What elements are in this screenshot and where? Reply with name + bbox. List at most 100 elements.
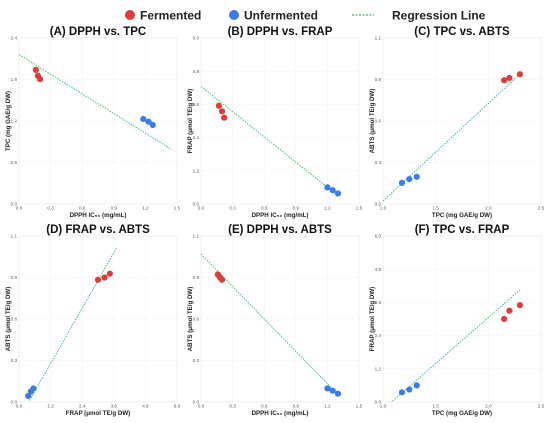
point-unfermented xyxy=(149,121,156,129)
y-tick-label: 0.6 xyxy=(375,119,382,124)
x-tick-label: 0.3 xyxy=(47,206,54,211)
x-tick-label: 1.5 xyxy=(174,206,181,211)
y-axis-label: ABTS (μmol TE/g DW) xyxy=(5,287,12,352)
point-unfermented xyxy=(324,385,331,392)
panel-e: (E) DPPH vs. ABTS 0.0 0.3 0.6 0.9 1.2 1.5 0.0 0.… xyxy=(187,224,363,417)
point-fermented xyxy=(516,302,524,309)
point-fermented xyxy=(94,276,102,283)
x-tick-label: 0.0 xyxy=(16,404,23,409)
x-tick-label: 1.5 xyxy=(356,404,363,409)
legend-unfermented-label: Unfermented xyxy=(244,9,318,23)
point-fermented xyxy=(218,276,226,283)
point-unfermented xyxy=(25,392,32,400)
regression-line xyxy=(383,73,521,202)
y-tick-label: 1.2 xyxy=(375,366,382,371)
y-tick-label: 0.3 xyxy=(11,358,18,363)
y-tick-label: 1.2 xyxy=(11,119,18,124)
point-unfermented xyxy=(145,118,152,125)
x-tick-label: 0.0 xyxy=(198,404,205,409)
panels: (A) DPPH vs. TPC 0.0 0.3 0.6 0.9 1.2 1.5 0.0 0.6… xyxy=(5,26,545,417)
x-tick-label: 1.5 xyxy=(432,404,439,409)
legend-unfermented-marker xyxy=(229,10,239,20)
y-tick-label: 4.8 xyxy=(193,69,200,74)
x-tick-label: 0.9 xyxy=(293,206,300,211)
point-unfermented xyxy=(329,387,336,394)
point-unfermented xyxy=(413,382,420,389)
x-tick-label: 1.2 xyxy=(324,206,331,211)
point-fermented xyxy=(32,66,39,73)
point-fermented xyxy=(221,114,228,121)
y-tick-label: 0.3 xyxy=(375,160,382,165)
point-fermented xyxy=(106,270,113,277)
x-axis-label: DPPH IC₅₀ (mg/mL) xyxy=(252,212,309,219)
x-tick-label: 4.8 xyxy=(142,404,149,409)
x-tick-label: 1.2 xyxy=(324,404,331,409)
y-tick-label: 1.2 xyxy=(193,168,200,173)
point-unfermented xyxy=(334,190,342,197)
y-tick-label: 3.6 xyxy=(375,300,382,305)
y-tick-label: 0.6 xyxy=(193,317,200,322)
y-axis-label: TPC (mg GAE/g DW) xyxy=(5,91,12,151)
point-unfermented xyxy=(398,179,406,186)
panel-title: (D) FRAP vs. ABTS xyxy=(46,224,150,236)
point-fermented xyxy=(501,77,508,84)
point-unfermented xyxy=(30,385,37,392)
x-tick-label: 0.0 xyxy=(16,206,23,211)
y-tick-label: 1.1 xyxy=(375,36,382,41)
point-unfermented xyxy=(413,173,420,180)
panel-title: (C) TPC vs. ABTS xyxy=(414,26,510,38)
x-tick-label: 1.5 xyxy=(432,206,439,211)
point-fermented xyxy=(501,315,508,323)
y-tick-label: 2.4 xyxy=(193,135,200,140)
x-tick-label: 6.0 xyxy=(174,404,181,409)
x-tick-label: 1.0 xyxy=(380,206,387,211)
panel-title: (E) DPPH vs. ABTS xyxy=(228,224,332,236)
x-tick-label: 2.4 xyxy=(79,404,86,409)
y-tick-label: 0.9 xyxy=(193,275,200,280)
plot-frame xyxy=(382,235,542,403)
y-tick-label: 0.0 xyxy=(11,400,18,405)
x-tick-label: 1.5 xyxy=(356,206,363,211)
panel-title: (B) DPPH vs. FRAP xyxy=(228,26,333,38)
y-tick-label: 0.6 xyxy=(11,160,18,165)
x-tick-label: 0.9 xyxy=(111,206,118,211)
y-tick-label: 0.9 xyxy=(375,77,382,82)
point-fermented xyxy=(36,76,44,83)
point-unfermented xyxy=(324,184,331,191)
y-tick-label: 4.8 xyxy=(375,267,382,272)
y-axis-label: FRAP (μmol TE/g DW) xyxy=(187,89,194,154)
x-axis-label: DPPH IC₅₀ (mg/mL) xyxy=(252,410,309,417)
point-unfermented xyxy=(406,386,413,393)
panel-title: (A) DPPH vs. TPC xyxy=(50,26,147,38)
point-fermented xyxy=(218,108,226,115)
y-axis-label: ABTS (μmol TE/g DW) xyxy=(369,89,376,154)
regression-line xyxy=(390,289,521,402)
legend-fermented-marker xyxy=(125,10,135,20)
x-tick-label: 0.9 xyxy=(293,404,300,409)
point-fermented xyxy=(101,274,108,281)
x-tick-label: 0.0 xyxy=(198,206,205,211)
x-tick-label: 0.6 xyxy=(79,206,86,211)
legend-fermented-label: Fermented xyxy=(140,9,201,23)
point-unfermented xyxy=(398,389,406,396)
x-tick-label: 0.3 xyxy=(229,206,236,211)
y-tick-label: 0.0 xyxy=(193,400,200,405)
x-tick-label: 2.5 xyxy=(538,404,545,409)
x-tick-label: 1.2 xyxy=(47,404,54,409)
x-tick-label: 1.2 xyxy=(142,206,149,211)
plot-frame xyxy=(200,37,360,205)
y-tick-label: 0.0 xyxy=(11,202,18,207)
y-tick-label: 3.6 xyxy=(193,102,200,107)
y-axis-label: FRAP (μmol TE/g DW) xyxy=(369,287,376,352)
regression-line xyxy=(201,253,339,395)
y-tick-label: 2.4 xyxy=(375,333,382,338)
y-tick-label: 0.0 xyxy=(375,400,382,405)
panel-title: (F) TPC vs. FRAP xyxy=(415,224,510,236)
x-axis-label: TPC (mg GAE/g DW) xyxy=(432,212,492,219)
regression-line xyxy=(19,54,172,150)
x-tick-label: 1.0 xyxy=(380,404,387,409)
point-unfermented xyxy=(140,115,147,123)
y-tick-label: 1.1 xyxy=(11,234,18,239)
x-tick-label: 2.5 xyxy=(538,206,545,211)
x-tick-label: 2.0 xyxy=(485,404,492,409)
